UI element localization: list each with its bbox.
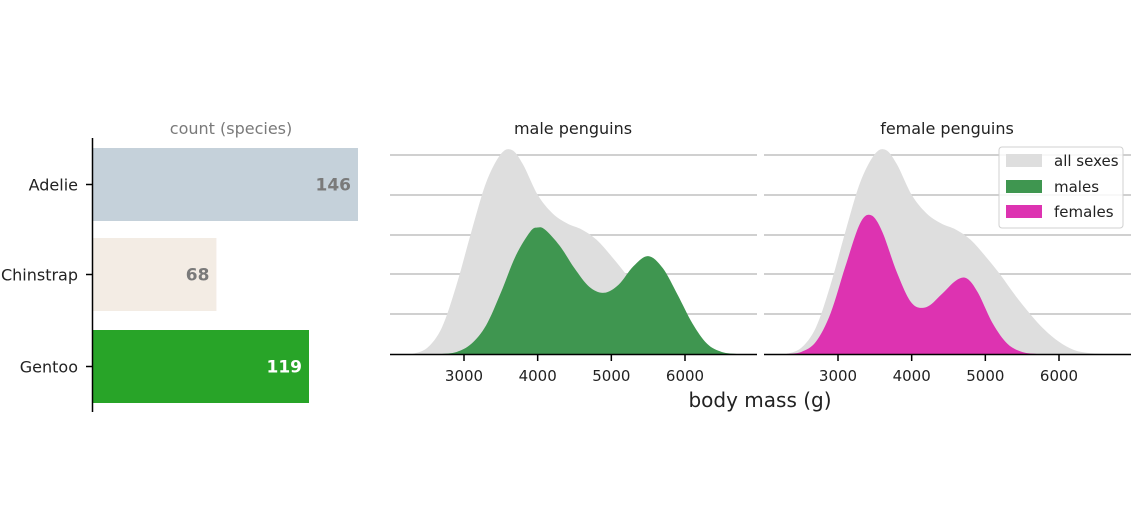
bar-category-label-gentoo: Gentoo [20,358,78,377]
bar-category-label-adelie: Adelie [29,176,78,195]
legend-label-males: males [1054,178,1099,196]
legend: all sexes males females [998,146,1124,229]
legend-swatch-females [1006,205,1042,218]
bar-chinstrap [93,238,217,311]
female-x-tick-label: 5000 [966,367,1004,385]
bar-value-label-chinstrap: 68 [186,266,210,286]
legend-swatch-males [1006,180,1042,193]
bar-gentoo [93,330,309,403]
male-x-tick-label: 4000 [519,367,557,385]
bar-adelie [93,148,358,221]
species-count-bar-chart: count (species) Adelie 146 Chinstrap 68 Gent… [1,119,358,412]
male-penguins-density: male penguins 3000 4000 5000 6000 [390,119,757,385]
female-x-tick-label: 3000 [819,367,857,385]
male-x-tick-label: 3000 [445,367,483,385]
bar-value-label-adelie: 146 [316,176,352,196]
shared-x-axis-label: body mass (g) [688,388,831,412]
male-x-tick-label: 5000 [592,367,630,385]
male-area-males [441,227,737,354]
female-area-females [786,214,1037,354]
legend-label-all-sexes: all sexes [1054,152,1119,170]
male-area-all-sexes [412,149,730,354]
female-x-tick-label: 4000 [893,367,931,385]
legend-swatch-all-sexes [1006,154,1042,167]
bar-value-label-gentoo: 119 [266,358,302,378]
male-panel-title: male penguins [514,119,632,138]
male-x-tick-label: 6000 [666,367,704,385]
legend-label-females: females [1054,203,1114,221]
female-panel-title: female penguins [880,119,1014,138]
bar-category-label-chinstrap: Chinstrap [1,266,78,285]
bar-chart-title: count (species) [170,119,292,138]
female-x-tick-label: 6000 [1040,367,1078,385]
